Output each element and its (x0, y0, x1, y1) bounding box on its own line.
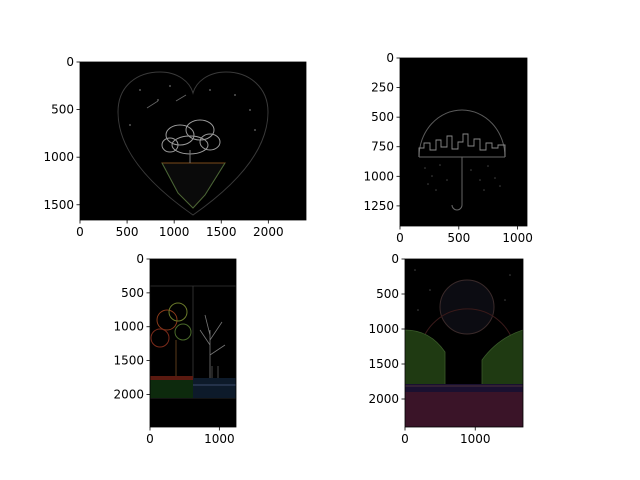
y-tick-label: 1250 (363, 199, 394, 213)
y-tick-label: 500 (121, 286, 144, 300)
x-tick-label: 1500 (206, 225, 237, 239)
y-tick-label: 0 (391, 252, 399, 266)
y-tick-label: 1500 (368, 357, 399, 371)
y-tick-label: 1000 (363, 169, 394, 183)
panel-top-left: 0 500 1000 1500 2000 0 500 1000 1500 (43, 55, 306, 239)
y-tick-label: 1000 (43, 150, 74, 164)
panel-bottom-right: 0 1000 0 500 1000 1500 2000 (368, 252, 523, 446)
x-tick-label: 1000 (204, 432, 235, 446)
ground-right (193, 378, 236, 398)
river (405, 384, 523, 392)
pink-ground (405, 392, 523, 427)
y-tick-label: 0 (386, 51, 394, 65)
y-tick-label: 0 (136, 252, 144, 266)
moon (440, 280, 494, 334)
x-tick-label: 500 (116, 225, 139, 239)
y-tick-label: 2000 (113, 387, 144, 401)
y-tick-label: 500 (371, 110, 394, 124)
y-tick-label: 0 (66, 55, 74, 69)
y-tick-label: 750 (371, 140, 394, 154)
y-tick-label: 1000 (113, 320, 144, 334)
x-tick-label: 0 (401, 432, 409, 446)
x-tick-label: 1000 (502, 231, 533, 245)
x-tick-label: 0 (146, 432, 154, 446)
x-tick-label: 0 (396, 231, 404, 245)
y-tick-label: 1500 (43, 198, 74, 212)
x-tick-label: 1000 (460, 432, 491, 446)
x-tick-label: 1000 (159, 225, 190, 239)
red-band (150, 376, 193, 380)
panel-top-right: 0 500 1000 0 250 500 750 1000 1250 (363, 51, 532, 245)
y-tick-label: 2000 (368, 392, 399, 406)
y-tick-label: 1000 (368, 322, 399, 336)
y-tick-label: 500 (51, 103, 74, 117)
x-tick-label: 500 (447, 231, 470, 245)
y-tick-label: 250 (371, 81, 394, 95)
y-tick-label: 1500 (113, 354, 144, 368)
y-tick-label: 500 (376, 287, 399, 301)
panel-bottom-left: 0 1000 0 500 1000 1500 2000 (113, 252, 236, 446)
x-tick-label: 0 (76, 225, 84, 239)
image-area (400, 58, 527, 226)
ground-left (150, 378, 193, 398)
x-tick-label: 2000 (253, 225, 284, 239)
